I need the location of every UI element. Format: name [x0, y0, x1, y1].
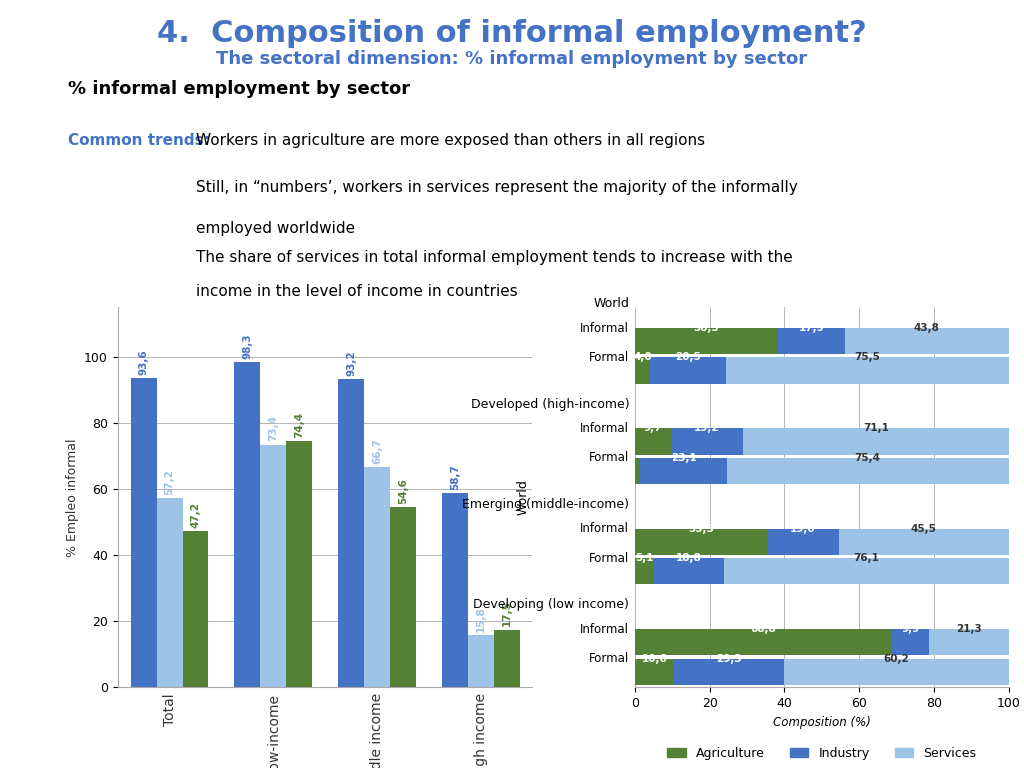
Bar: [234, 362, 260, 687]
Text: 60,2: 60,2: [884, 654, 909, 664]
Bar: [635, 429, 671, 455]
Text: The sectoral dimension: % informal employment by sector: The sectoral dimension: % informal emplo…: [216, 50, 808, 68]
Bar: [287, 442, 312, 687]
Text: 75,5: 75,5: [855, 353, 881, 362]
Bar: [839, 529, 1009, 555]
Bar: [784, 659, 1009, 685]
Text: 21,3: 21,3: [956, 624, 982, 634]
Text: 54,6: 54,6: [398, 478, 408, 504]
Text: 93,6: 93,6: [138, 349, 148, 375]
Bar: [131, 378, 157, 687]
Bar: [364, 467, 390, 687]
Text: 43,8: 43,8: [913, 323, 940, 333]
Text: 19,0: 19,0: [791, 524, 816, 534]
Bar: [675, 659, 784, 685]
Bar: [929, 629, 1009, 655]
Text: employed worldwide: employed worldwide: [196, 221, 354, 236]
Text: 75,4: 75,4: [855, 453, 881, 463]
Text: 9,7: 9,7: [644, 423, 663, 433]
Text: 35,5: 35,5: [688, 524, 714, 534]
Bar: [494, 630, 519, 687]
Bar: [635, 458, 640, 484]
Text: 29,3: 29,3: [717, 654, 742, 664]
Text: 71,1: 71,1: [863, 423, 889, 433]
Text: Indicators  8 & 9: Indicators 8 & 9: [19, 455, 34, 597]
Bar: [635, 558, 654, 584]
Bar: [768, 529, 839, 555]
Text: Formal: Formal: [589, 551, 630, 564]
Legend: Agriculture, Industry, Services: Agriculture, Industry, Services: [663, 742, 981, 765]
Text: World: World: [516, 479, 529, 515]
Text: 74,4: 74,4: [294, 412, 304, 438]
Text: 68,8: 68,8: [751, 624, 776, 634]
Bar: [390, 507, 416, 687]
Bar: [635, 357, 650, 383]
Text: % informal employment by sector: % informal employment by sector: [68, 81, 410, 98]
Bar: [640, 458, 727, 484]
Text: Informal: Informal: [581, 322, 630, 335]
Text: Developing (low income): Developing (low income): [473, 598, 630, 611]
Text: 17,9: 17,9: [799, 323, 824, 333]
Bar: [635, 328, 778, 354]
Text: 17,5: 17,5: [502, 601, 512, 626]
Text: Informal: Informal: [581, 522, 630, 535]
Text: 98,3: 98,3: [243, 333, 252, 359]
Text: 9,9: 9,9: [901, 624, 920, 634]
Text: 47,2: 47,2: [190, 502, 201, 528]
Bar: [650, 357, 726, 383]
Text: Informal: Informal: [581, 422, 630, 435]
Text: 23,1: 23,1: [671, 453, 696, 463]
Bar: [845, 328, 1009, 354]
Bar: [778, 328, 845, 354]
Text: 15,8: 15,8: [475, 606, 485, 632]
Bar: [635, 629, 892, 655]
Text: 66,7: 66,7: [372, 438, 382, 464]
Bar: [338, 379, 364, 687]
Bar: [157, 498, 182, 687]
Bar: [671, 429, 742, 455]
Text: Formal: Formal: [589, 452, 630, 465]
X-axis label: Composition (%): Composition (%): [773, 716, 870, 729]
Bar: [727, 458, 1009, 484]
Text: 5,1: 5,1: [635, 553, 653, 563]
Text: income in the level of income in countries: income in the level of income in countri…: [196, 284, 517, 300]
Bar: [726, 357, 1009, 383]
Bar: [441, 493, 468, 687]
Text: 38,3: 38,3: [693, 323, 719, 333]
Bar: [724, 558, 1009, 584]
Bar: [182, 531, 209, 687]
Text: 58,7: 58,7: [450, 464, 460, 490]
Text: 4,0: 4,0: [633, 353, 651, 362]
Text: 73,4: 73,4: [268, 415, 279, 442]
Text: 57,2: 57,2: [165, 469, 175, 495]
Text: Formal: Formal: [589, 351, 630, 364]
Text: Developed (high-income): Developed (high-income): [471, 398, 630, 411]
Text: 4.  Composition of informal employment?: 4. Composition of informal employment?: [157, 19, 867, 48]
Text: 76,1: 76,1: [853, 553, 880, 563]
Bar: [635, 659, 675, 685]
Text: World: World: [593, 297, 630, 310]
Bar: [635, 529, 768, 555]
Text: Common trends:: Common trends:: [68, 133, 210, 147]
Bar: [892, 629, 929, 655]
Text: 19,2: 19,2: [694, 423, 720, 433]
Text: Emerging (middle-income): Emerging (middle-income): [462, 498, 630, 511]
Text: 20,5: 20,5: [675, 353, 701, 362]
Text: Informal: Informal: [581, 623, 630, 636]
Bar: [654, 558, 724, 584]
Text: The share of services in total informal employment tends to increase with the: The share of services in total informal …: [196, 250, 793, 266]
Text: 93,2: 93,2: [346, 350, 356, 376]
Text: 10,6: 10,6: [642, 654, 668, 664]
Text: 45,5: 45,5: [910, 524, 937, 534]
Text: 18,8: 18,8: [676, 553, 701, 563]
Y-axis label: % Empleo informal: % Empleo informal: [66, 438, 79, 557]
Text: Still, in “numbers’, workers in services represent the majority of the informall: Still, in “numbers’, workers in services…: [196, 180, 798, 195]
Text: Formal: Formal: [589, 652, 630, 665]
Bar: [260, 445, 287, 687]
Bar: [742, 429, 1009, 455]
Text: Workers in agriculture are more exposed than others in all regions: Workers in agriculture are more exposed …: [196, 133, 705, 147]
Bar: [468, 635, 494, 687]
